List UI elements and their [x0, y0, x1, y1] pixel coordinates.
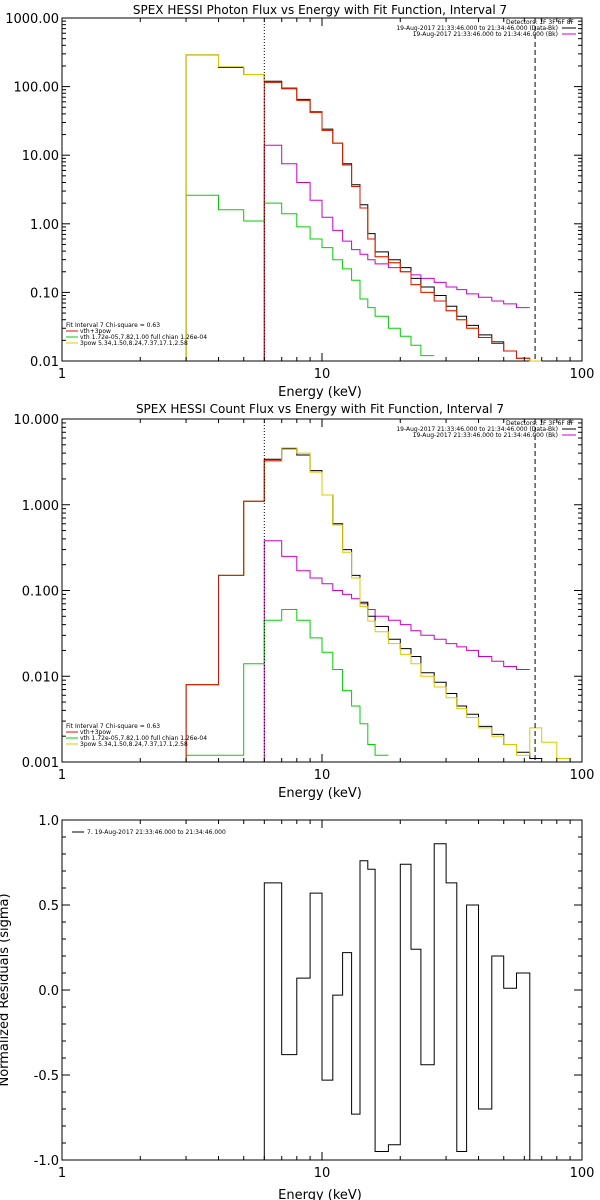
- photon-flux-panel: SPEX HESSI Photon Flux vs Energy with Fi…: [5, 3, 594, 400]
- y-tick-label: 1.0: [38, 814, 59, 829]
- series-bpow: [263, 540, 530, 762]
- y-tick-label: 0.01: [30, 355, 59, 370]
- series-sum: [263, 81, 530, 361]
- residuals-panel: Energy (keV) Normalized Residuals (sigma…: [0, 814, 594, 1200]
- y-tick-label: -1.0: [34, 1154, 59, 1169]
- x-tick-label: 10: [314, 1166, 331, 1181]
- y-tick-label: 0.0: [38, 984, 59, 999]
- x-tick-label: 1: [58, 768, 66, 783]
- y-tick-label: 0.100: [22, 585, 59, 600]
- residuals-ylabel: Normalized Residuals (sigma): [0, 893, 12, 1086]
- y-tick-label: 0.001: [22, 756, 59, 771]
- y-tick-label: 0.10: [30, 286, 59, 301]
- legend-top-text: 19-Aug-2017 21:33:46.000 to 21:34:46.000…: [413, 432, 558, 439]
- residual-legend-text: 7. 19-Aug-2017 21:33:46.000 to 21:34:46.…: [87, 829, 226, 836]
- legend-top-text: Detectors: 1F 3F 6F 8F: [506, 19, 575, 26]
- x-tick-label: 1: [58, 1166, 66, 1181]
- legend-bottom-text: 3pow 5.34,1.50,8.24,7.37,17.1,2.58: [80, 340, 188, 347]
- legend-top-text: Detectors: 1F 3F 6F 8F: [506, 420, 575, 427]
- legend-top-text: 19-Aug-2017 21:33:46.000 to 21:34:46.000…: [396, 426, 558, 433]
- y-tick-label: 1.000: [22, 499, 59, 514]
- y-tick-label: 0.5: [38, 899, 59, 914]
- y-tick-label: -0.5: [34, 1069, 59, 1084]
- legend-top-text: 19-Aug-2017 21:33:46.000 to 21:34:46.000…: [413, 31, 558, 38]
- y-tick-label: 10.00: [22, 149, 59, 164]
- count-flux-panel: SPEX HESSI Count Flux vs Energy with Fit…: [14, 402, 595, 801]
- photon-flux-xlabel: Energy (keV): [278, 385, 362, 400]
- series-vth: [185, 609, 389, 762]
- legend-bottom-text: 3pow 5.34,1.50,8.24,7.37,17.1,2.58: [80, 741, 188, 748]
- x-tick-label: 100: [570, 768, 595, 783]
- x-tick-label: 100: [570, 367, 595, 382]
- y-tick-label: 0.010: [22, 670, 59, 685]
- series-total: [185, 447, 571, 762]
- count-flux-xlabel: Energy (keV): [278, 786, 362, 801]
- legend-bottom-text: vth 1.72e-05,7.82,1.00 full chian 1.26e-…: [80, 735, 207, 742]
- y-tick-label: 1.00: [30, 218, 59, 233]
- y-tick-label: 1000.00: [5, 12, 59, 27]
- residual-histogram: [263, 843, 542, 1161]
- legend-bottom-text: vth+3pow: [80, 729, 111, 736]
- count-flux-title: SPEX HESSI Count Flux vs Energy with Fit…: [136, 402, 504, 416]
- series-bpow: [263, 144, 530, 361]
- legend-bottom-text: vth 1.72e-05,7.82,1.00 full chian 1.26e-…: [80, 334, 207, 341]
- legend-bottom-text: Fit Interval 7 Chi-square = 0.63: [66, 723, 160, 730]
- residuals-xlabel: Energy (keV): [278, 1188, 362, 1200]
- legend-bottom-text: vth+3pow: [80, 328, 111, 335]
- legend-top-text: 19-Aug-2017 21:33:46.000 to 21:34:46.000…: [396, 25, 558, 32]
- y-tick-label: 100.00: [14, 81, 60, 96]
- legend-bottom-text: Fit Interval 7 Chi-square = 0.63: [66, 322, 160, 329]
- x-tick-label: 100: [570, 1166, 595, 1181]
- y-tick-label: 10.000: [14, 413, 60, 428]
- x-tick-label: 1: [58, 367, 66, 382]
- photon-flux-title: SPEX HESSI Photon Flux vs Energy with Fi…: [133, 3, 507, 17]
- x-tick-label: 10: [314, 367, 331, 382]
- x-tick-label: 10: [314, 768, 331, 783]
